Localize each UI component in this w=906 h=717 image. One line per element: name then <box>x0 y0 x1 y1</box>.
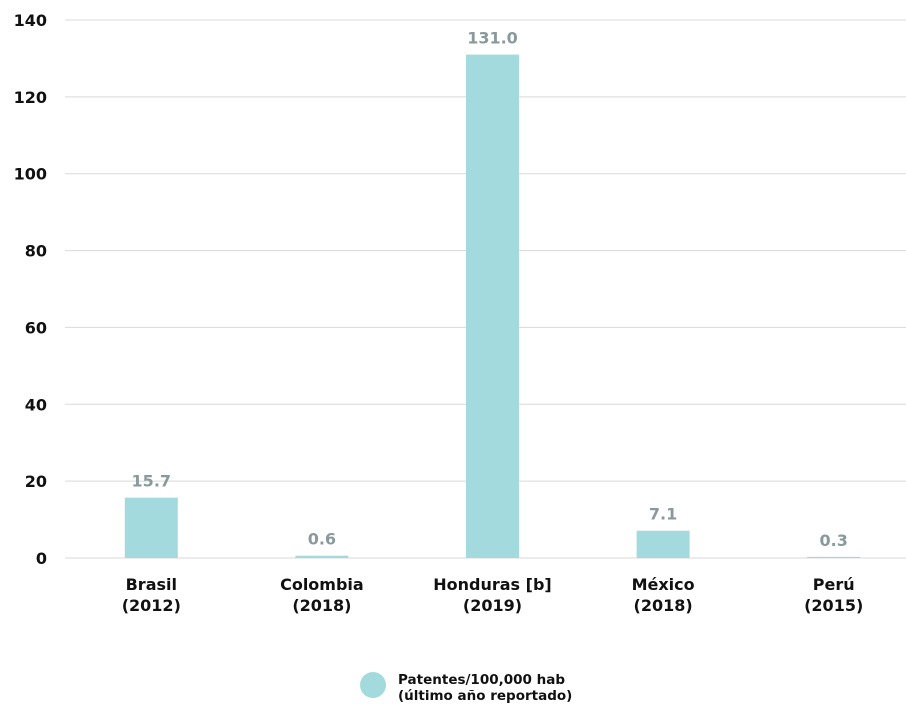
bar <box>636 530 690 558</box>
y-tick-label: 120 <box>14 88 47 107</box>
category-label: Colombia <box>280 575 364 594</box>
legend-swatch <box>360 672 386 698</box>
bar <box>124 497 178 558</box>
data-label: 0.3 <box>820 531 848 550</box>
legend-label-line2: (último año reportado) <box>398 688 573 704</box>
legend: Patentes/100,000 hab (último año reporta… <box>360 672 572 704</box>
y-tick-label: 40 <box>25 395 47 414</box>
category-label: Brasil <box>126 575 177 594</box>
category-label: (2018) <box>292 596 351 615</box>
y-tick-label: 80 <box>25 242 47 261</box>
data-label: 7.1 <box>649 505 677 524</box>
category-label: (2019) <box>463 596 522 615</box>
bar <box>295 555 349 558</box>
category-label: Honduras [b] <box>433 575 551 594</box>
category-label: México <box>632 575 695 594</box>
y-tick-label: 20 <box>25 472 47 491</box>
data-labels: 15.7 0.6 131.0 7.1 0.3 <box>132 29 848 550</box>
category-label: (2012) <box>122 596 181 615</box>
bars <box>124 54 861 558</box>
bar <box>466 54 519 558</box>
y-axis-ticks: 0 20 40 60 80 100 120 140 <box>14 11 47 568</box>
category-label: (2018) <box>634 596 693 615</box>
legend-label-line1: Patentes/100,000 hab <box>398 672 566 688</box>
category-labels: Brasil (2012) Colombia (2018) Honduras [b] (2… <box>122 575 864 615</box>
data-label: 15.7 <box>132 472 171 491</box>
data-label: 131.0 <box>467 29 518 48</box>
y-tick-label: 0 <box>36 549 47 568</box>
bar <box>807 556 861 558</box>
category-label: (2015) <box>804 596 863 615</box>
legend-label: Patentes/100,000 hab (último año reporta… <box>398 672 572 704</box>
data-label: 0.6 <box>308 530 336 549</box>
category-label: Perú <box>813 575 855 594</box>
y-tick-label: 140 <box>14 11 47 30</box>
y-tick-label: 100 <box>14 165 47 184</box>
y-tick-label: 60 <box>25 318 47 337</box>
